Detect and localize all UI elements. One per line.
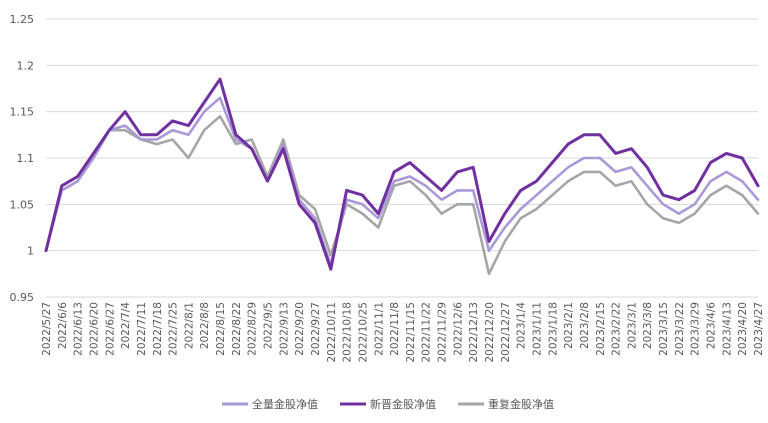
x-tick-label: 2022/6/20 xyxy=(88,302,100,356)
x-tick-label: 2023/2/8 xyxy=(579,302,591,349)
series-lines xyxy=(44,77,760,276)
y-tick-label: 1 xyxy=(27,245,34,258)
y-axis-ticks: 0.95 1 1.05 1.1 1.15 1.2 1.25 xyxy=(10,13,35,304)
y-tick-label: 1.25 xyxy=(10,13,35,26)
legend: 全量金股净值 新晋金股净值 重复金股净值 xyxy=(222,397,554,411)
x-tick-label: 2022/8/29 xyxy=(247,302,259,356)
x-tick-label: 2022/11/1 xyxy=(373,302,385,356)
x-tick-label: 2023/3/8 xyxy=(642,302,654,349)
x-tick-label: 2022/12/13 xyxy=(468,302,480,363)
x-tick-label: 2022/8/15 xyxy=(215,302,227,356)
x-tick-label: 2022/11/22 xyxy=(421,302,433,363)
series-line-1 xyxy=(44,96,760,266)
y-tick-label: 1.2 xyxy=(17,59,35,72)
legend-label: 全量金股净值 xyxy=(252,397,318,411)
x-tick-label: 2022/8/1 xyxy=(183,302,195,349)
x-tick-label: 2022/11/29 xyxy=(437,302,449,363)
x-tick-label: 2022/7/18 xyxy=(152,302,164,356)
x-axis-ticks: 2022/5/27 2022/6/6 2022/6/13 2022/6/20 2022/… xyxy=(41,302,765,363)
x-tick-label: 2022/10/11 xyxy=(326,302,338,363)
x-tick-label: 2022/11/15 xyxy=(405,302,417,363)
x-tick-label: 2023/3/22 xyxy=(674,302,686,356)
x-tick-label: 2022/12/20 xyxy=(484,302,496,363)
x-tick-label: 2022/9/27 xyxy=(310,302,322,356)
x-tick-label: 2022/6/13 xyxy=(73,302,85,356)
x-tick-label: 2023/4/6 xyxy=(706,302,718,349)
x-tick-label: 2022/10/25 xyxy=(357,302,369,363)
y-tick-label: 0.95 xyxy=(10,291,35,304)
x-tick-label: 2023/2/15 xyxy=(595,302,607,356)
x-tick-label: 2022/8/8 xyxy=(199,302,211,349)
x-tick-label: 2022/9/20 xyxy=(294,302,306,356)
x-tick-label: 2023/4/27 xyxy=(753,302,765,356)
x-tick-label: 2023/1/18 xyxy=(547,302,559,356)
x-tick-label: 2023/2/22 xyxy=(611,302,623,356)
x-tick-label: 2023/2/1 xyxy=(563,302,575,349)
legend-label: 新晋金股净值 xyxy=(370,397,436,411)
x-tick-label: 2023/4/13 xyxy=(721,302,733,356)
x-tick-label: 2022/7/4 xyxy=(120,302,132,349)
series-line-3 xyxy=(44,115,760,276)
x-tick-label: 2022/9/5 xyxy=(263,302,275,349)
x-tick-label: 2023/1/4 xyxy=(516,302,528,349)
y-tick-label: 1.05 xyxy=(10,198,35,211)
x-tick-label: 2022/8/22 xyxy=(231,302,243,356)
x-tick-label: 2022/6/27 xyxy=(104,302,116,356)
x-tick-label: 2023/1/11 xyxy=(531,302,543,356)
x-tick-label: 2022/12/27 xyxy=(500,302,512,363)
x-tick-label: 2022/9/13 xyxy=(278,302,290,356)
x-tick-label: 2022/6/6 xyxy=(57,302,69,349)
x-tick-label: 2023/4/20 xyxy=(737,302,749,356)
legend-label: 重复金股净值 xyxy=(488,397,554,411)
x-tick-label: 2022/12/6 xyxy=(452,302,464,356)
series-line-2 xyxy=(44,77,760,271)
x-tick-label: 2022/11/8 xyxy=(389,302,401,356)
x-tick-label: 2022/7/25 xyxy=(168,302,180,356)
y-tick-label: 1.1 xyxy=(17,152,35,165)
x-tick-label: 2022/5/27 xyxy=(41,302,53,356)
x-tick-label: 2023/3/15 xyxy=(658,302,670,356)
y-tick-label: 1.15 xyxy=(10,106,35,119)
x-tick-label: 2023/3/29 xyxy=(690,302,702,356)
gridlines xyxy=(46,18,758,298)
x-tick-label: 2022/7/11 xyxy=(136,302,148,356)
x-tick-label: 2023/3/1 xyxy=(626,302,638,349)
x-tick-label: 2022/10/18 xyxy=(342,302,354,363)
